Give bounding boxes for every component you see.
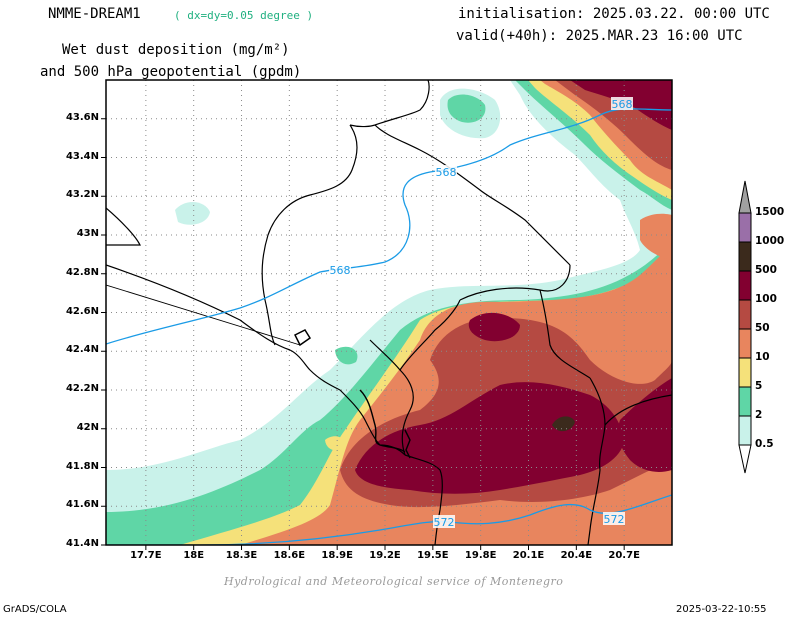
lat-label: 42.6N (65, 305, 99, 317)
legend-level-label: 10 (755, 351, 770, 363)
country-borders (106, 80, 672, 545)
lon-label: 19.8E (464, 550, 497, 561)
contour-label: 568 (330, 264, 351, 277)
dust-5-patch (325, 436, 345, 451)
lat-label: 42N (76, 421, 99, 433)
lon-label: 19.5E (417, 550, 449, 561)
lat-label: 42.2N (65, 383, 99, 394)
lat-label: 41.6N (65, 499, 99, 511)
lon-label: 18E (183, 550, 205, 561)
lon-label: 20.4E (560, 550, 593, 561)
contour-label-bg (435, 165, 457, 178)
coast-detail (359, 389, 411, 459)
credit-text: Hydrological and Meteorological service … (224, 575, 564, 588)
lon-label: 18.3E (225, 550, 258, 561)
footer-left: GrADS/COLA (3, 604, 67, 615)
footer-right: 2025-03-22-10:55 (676, 604, 767, 615)
legend-swatch (738, 386, 752, 417)
lat-label: 43N (76, 228, 99, 239)
legend-swatch (738, 357, 752, 388)
axis-ticks (101, 118, 625, 550)
legend-swatch (738, 270, 752, 301)
legend-level-label: 2 (755, 409, 763, 421)
init-time: initialisation: 2025.03.22. 00:00 UTC (458, 6, 770, 22)
dust-100-blob (468, 312, 520, 342)
legend-level-label: 100 (755, 293, 777, 305)
lon-label: 17.7E (130, 550, 162, 561)
legend-level-label: 1500 (755, 206, 785, 218)
geopotential-contours (106, 108, 672, 545)
dust-2-patch-north (447, 94, 486, 123)
dust-0.5-patch-west (175, 201, 210, 225)
lon-label: 19.2E (369, 550, 401, 561)
dust-10-east-band (640, 213, 672, 260)
lat-label: 41.4N (65, 538, 99, 549)
contour-label-bg (433, 515, 455, 528)
contour-label-bg (329, 263, 351, 276)
legend-swatch (738, 241, 752, 272)
lat-label: 42.4N (65, 344, 99, 356)
lat-label: 41.8N (65, 460, 99, 472)
lat-label: 43.6N (65, 111, 99, 123)
legend-swatch (738, 212, 752, 243)
lon-label: 20.7E (608, 550, 640, 561)
map-title-line2: and 500 hPa geopotential (gpdm) (40, 64, 302, 80)
dust-100-region (355, 382, 625, 494)
dust-field (106, 80, 672, 545)
lat-label: 43.4N (65, 150, 99, 162)
legend-level-label: 50 (755, 322, 770, 334)
map-title-line1: Wet dust deposition (mg/m²) (62, 42, 290, 58)
contour-label-bg (603, 512, 625, 525)
legend-level-label: 5 (755, 380, 763, 392)
lat-label: 43.2N (65, 189, 99, 201)
dust-0.5-patch-coast (300, 392, 336, 416)
dust-100-north (570, 80, 672, 130)
resolution-note: ( dx=dy=0.05 degree ) (174, 9, 314, 22)
legend-swatch (738, 328, 752, 359)
legend-swatch (738, 299, 752, 330)
dust-100-east (618, 378, 672, 472)
contour-label: 568 (612, 98, 633, 111)
lon-label: 18.9E (321, 550, 353, 561)
dust-500-spot (552, 416, 575, 432)
lon-label: 20.1E (512, 550, 545, 561)
valid-time: valid(+40h): 2025.MAR.23 16:00 UTC (456, 28, 743, 44)
legend-level-label: 0.5 (755, 438, 774, 450)
lat-label: 42.8N (65, 266, 99, 278)
lon-label: 18.6E (273, 550, 306, 561)
contour-label: 568 (436, 166, 457, 179)
legend-colorbar (738, 180, 752, 474)
contour-label-bg (611, 97, 633, 110)
contour-label: 572 (604, 513, 625, 526)
model-name: NMME-DREAM1 (48, 6, 141, 22)
legend-swatch (738, 415, 752, 446)
contour-label-group: 568 568 568 572 572 (329, 97, 633, 529)
legend-bottom-arrow (738, 444, 752, 474)
legend-top-arrow (738, 180, 752, 214)
legend-level-label: 500 (755, 264, 777, 276)
contour-label: 572 (434, 516, 455, 529)
legend-level-label: 1000 (755, 235, 785, 247)
